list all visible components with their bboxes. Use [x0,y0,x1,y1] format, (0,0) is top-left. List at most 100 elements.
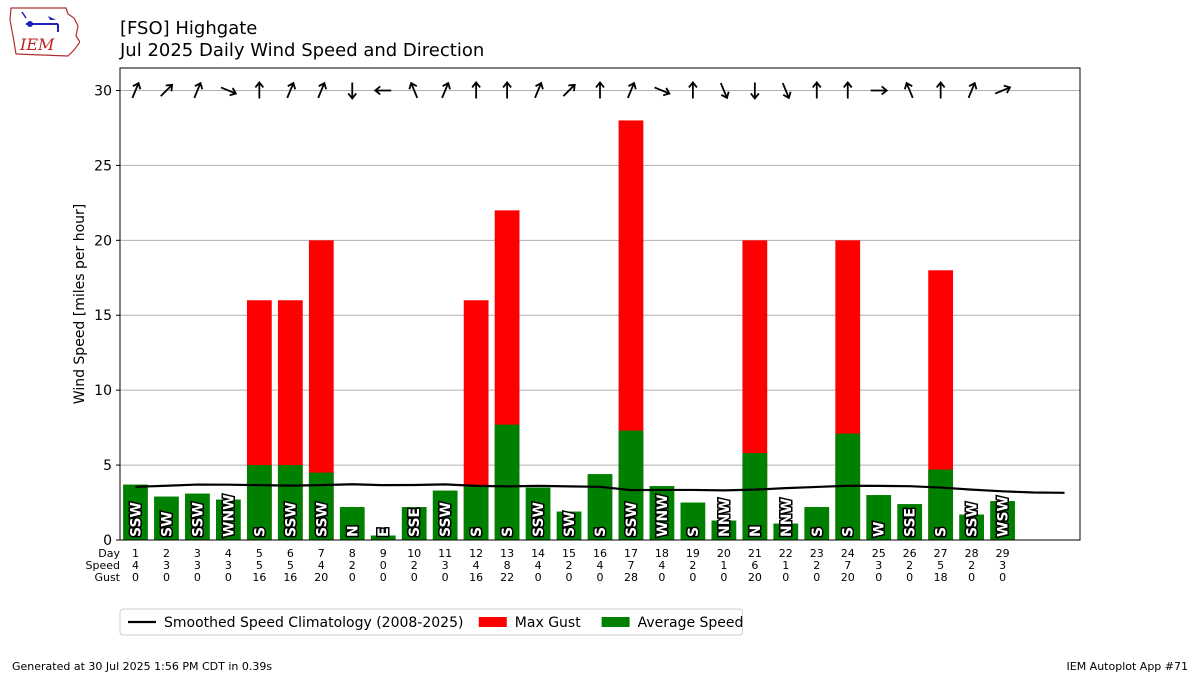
direction-arrow [373,85,392,96]
gust-label: 0 [132,571,139,584]
iem-logo: IEM [8,6,81,62]
direction-arrow [843,81,853,99]
gust-label: 20 [748,571,762,584]
direction-arrow [994,84,1012,95]
direction-label: WNW [655,494,671,537]
speed-label: 2 [566,559,573,572]
weather-icon [21,11,59,32]
gust-label: 0 [163,571,170,584]
average-bar [649,486,675,540]
direction-label: S [810,527,826,537]
direction-label: S [841,527,857,537]
day-label: 28 [965,547,979,560]
direction-arrow [471,81,481,99]
direction-label: SSE [407,508,423,537]
row-label: Day [98,547,120,560]
day-label: 25 [872,547,886,560]
average-bar [185,493,210,540]
direction-label: N [345,525,361,537]
direction-label: WNW [221,494,237,537]
average-bar [494,424,520,540]
speed-label: 3 [999,559,1006,572]
gust-label: 16 [252,571,266,584]
direction-arrow [534,81,544,99]
average-bar [804,507,830,540]
y-tick-label: 30 [94,83,112,99]
speed-label: 3 [163,559,170,572]
gust-label: 0 [225,571,232,584]
direction-arrow [193,81,204,99]
speed-label: 2 [689,559,696,572]
average-bar [990,501,1015,540]
direction-arrow [812,81,822,99]
legend-label: Max Gust [515,615,581,631]
direction-label: S [686,527,702,537]
direction-arrow [254,81,265,99]
gust-label: 0 [566,571,573,584]
gust-label: 0 [349,571,356,584]
direction-label: S [252,527,268,537]
average-bar [928,469,954,540]
direction-arrow [967,81,978,99]
direction-arrow [654,86,671,97]
speed-label: 3 [194,559,201,572]
average-bar [339,507,365,540]
generated-note: Generated at 30 Jul 2025 1:56 PM CDT in … [12,660,273,673]
gust-label: 0 [999,571,1006,584]
y-tick-label: 0 [103,533,112,549]
speed-label: 8 [504,559,511,572]
day-label: 2 [163,547,170,560]
speed-label: 7 [844,559,851,572]
direction-arrow [441,81,451,99]
speed-label: 4 [597,559,604,572]
plot-frame [119,67,1081,541]
gust-label: 0 [689,571,696,584]
day-label: 1 [132,547,139,560]
day-label: 10 [407,547,421,560]
day-label: 15 [562,547,576,560]
direction-arrow [347,82,357,100]
legend-label: Smoothed Speed Climatology (2008-2025) [164,615,463,631]
average-bar [216,499,241,540]
average-bar [618,430,644,540]
day-label: 3 [194,547,201,560]
gust-label: 0 [782,571,789,584]
gust-label: 20 [841,571,855,584]
app-credit: IEM Autoplot App #71 [1066,660,1189,673]
average-bar [525,487,551,540]
speed-label: 1 [782,559,789,572]
direction-label: SSW [438,502,454,537]
direction-arrow [870,85,889,96]
direction-arrow [160,83,174,97]
row-label: Speed [86,559,120,572]
direction-arrow [781,82,792,100]
row-label: Gust [94,571,120,584]
direction-label: SSW [314,502,330,537]
direction-arrow [688,81,698,99]
legend-swatch-box [601,617,630,627]
direction-label: W [872,522,888,537]
speed-label: 4 [473,559,480,572]
gust-label: 0 [442,571,449,584]
speed-label: 4 [658,559,665,572]
day-label: 13 [500,547,514,560]
gust-label: 0 [535,571,542,584]
direction-label: SSW [624,502,640,537]
direction-arrow [408,81,419,99]
average-bar [556,511,582,540]
speed-label: 4 [535,559,542,572]
day-label: 27 [934,547,948,560]
direction-label: S [469,527,485,537]
average-bar [463,486,489,540]
speed-label: 5 [256,559,263,572]
direction-label: WSW [996,496,1012,537]
y-tick-label: 10 [94,383,112,399]
speed-label: 5 [937,559,944,572]
average-bar [246,465,272,540]
day-label: 23 [810,547,824,560]
day-label: 22 [779,547,793,560]
gust-label: 20 [314,571,328,584]
day-label: 9 [380,547,387,560]
day-label: 5 [256,547,263,560]
